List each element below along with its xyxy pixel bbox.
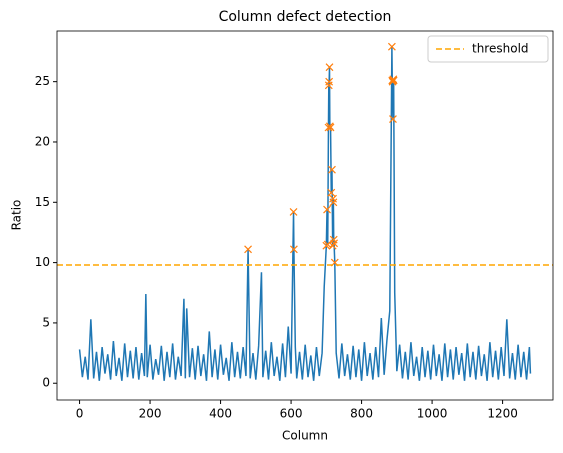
- y-tick-label: 25: [35, 74, 50, 88]
- x-tick-label: 400: [209, 407, 232, 421]
- x-tick-label: 200: [139, 407, 162, 421]
- peak-marker: [323, 205, 331, 214]
- x-tick-label: 1200: [487, 407, 518, 421]
- peak-marker: [389, 75, 398, 84]
- legend-label: threshold: [472, 42, 529, 56]
- y-tick-label: 10: [35, 255, 50, 269]
- peak-marker: [387, 42, 396, 51]
- plot-frame: [56, 30, 554, 401]
- peak-marker: [328, 165, 336, 174]
- peak-marker: [289, 208, 298, 216]
- peak-marker: [326, 123, 335, 132]
- peak-marker: [244, 245, 252, 254]
- peak-marker: [327, 188, 336, 197]
- x-tick-label: 0: [76, 407, 84, 421]
- peak-marker: [325, 63, 334, 72]
- y-tick-label: 15: [35, 195, 50, 209]
- peak-marker: [289, 245, 298, 254]
- y-axis-label: Ratio: [10, 200, 24, 231]
- peak-marker: [323, 240, 332, 249]
- x-tick-label: 1000: [417, 407, 448, 421]
- x-axis-label: Column: [282, 429, 328, 443]
- chart-title: Column defect detection: [219, 9, 392, 25]
- peak-marker: [325, 77, 334, 86]
- y-tick-label: 5: [42, 315, 50, 329]
- y-tick-label: 0: [42, 376, 50, 390]
- data-line: [78, 46, 532, 381]
- x-tick-label: 600: [280, 407, 303, 421]
- x-tick-label: 800: [350, 407, 373, 421]
- y-tick-label: 20: [35, 134, 50, 148]
- peak-marker: [389, 115, 397, 123]
- peak-marker: [389, 76, 398, 85]
- peak-marker: [330, 239, 339, 248]
- peak-marker: [329, 198, 338, 207]
- legend-box: [427, 35, 549, 63]
